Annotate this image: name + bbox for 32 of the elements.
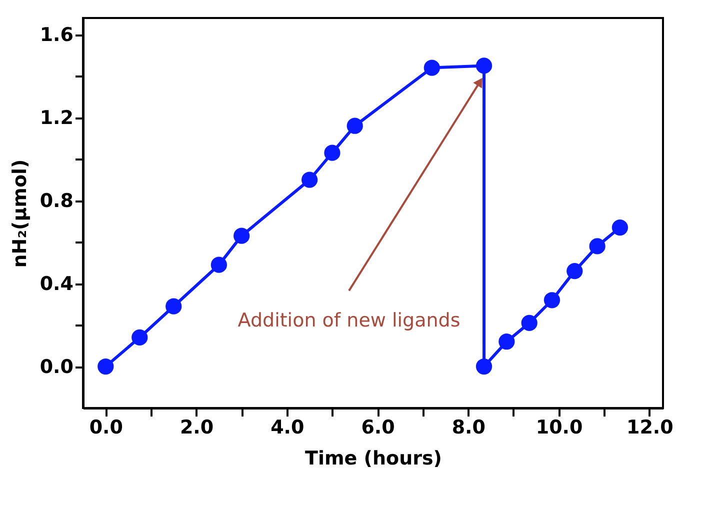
point [544,292,560,308]
y-tick-label: 0.8 [40,190,74,212]
point [98,358,114,375]
point [424,60,440,76]
point [166,298,182,314]
x-tick-label: 12.0 [626,416,674,438]
x-axis-title: Time (hours) [305,448,442,470]
point [346,118,363,134]
x-tick-label: 8.0 [452,416,486,438]
point [566,263,583,280]
y-tick-label: 1.6 [40,24,74,46]
point [234,228,250,244]
y-tick-label: 1.2 [40,107,74,130]
point [498,334,515,350]
point [476,58,492,74]
x-tick-label: 2.0 [180,416,214,438]
annotation: Addition of new ligands [238,310,460,332]
x-tick-label: 6.0 [361,416,395,438]
point [476,358,492,375]
y-axis-title: nH₂(μmol) [8,159,31,268]
x-tick-label: 10.0 [536,416,583,438]
x-tick-label: 4.0 [270,416,304,438]
point [302,172,318,188]
y-tick-label: 0.0 [40,356,74,378]
point [589,238,606,254]
y-tick-label: 0.4 [40,273,74,296]
point [521,314,538,331]
point [612,219,628,236]
point [210,256,227,273]
point [132,329,148,346]
point [324,144,340,161]
x-tick-label: 0.0 [89,416,123,438]
